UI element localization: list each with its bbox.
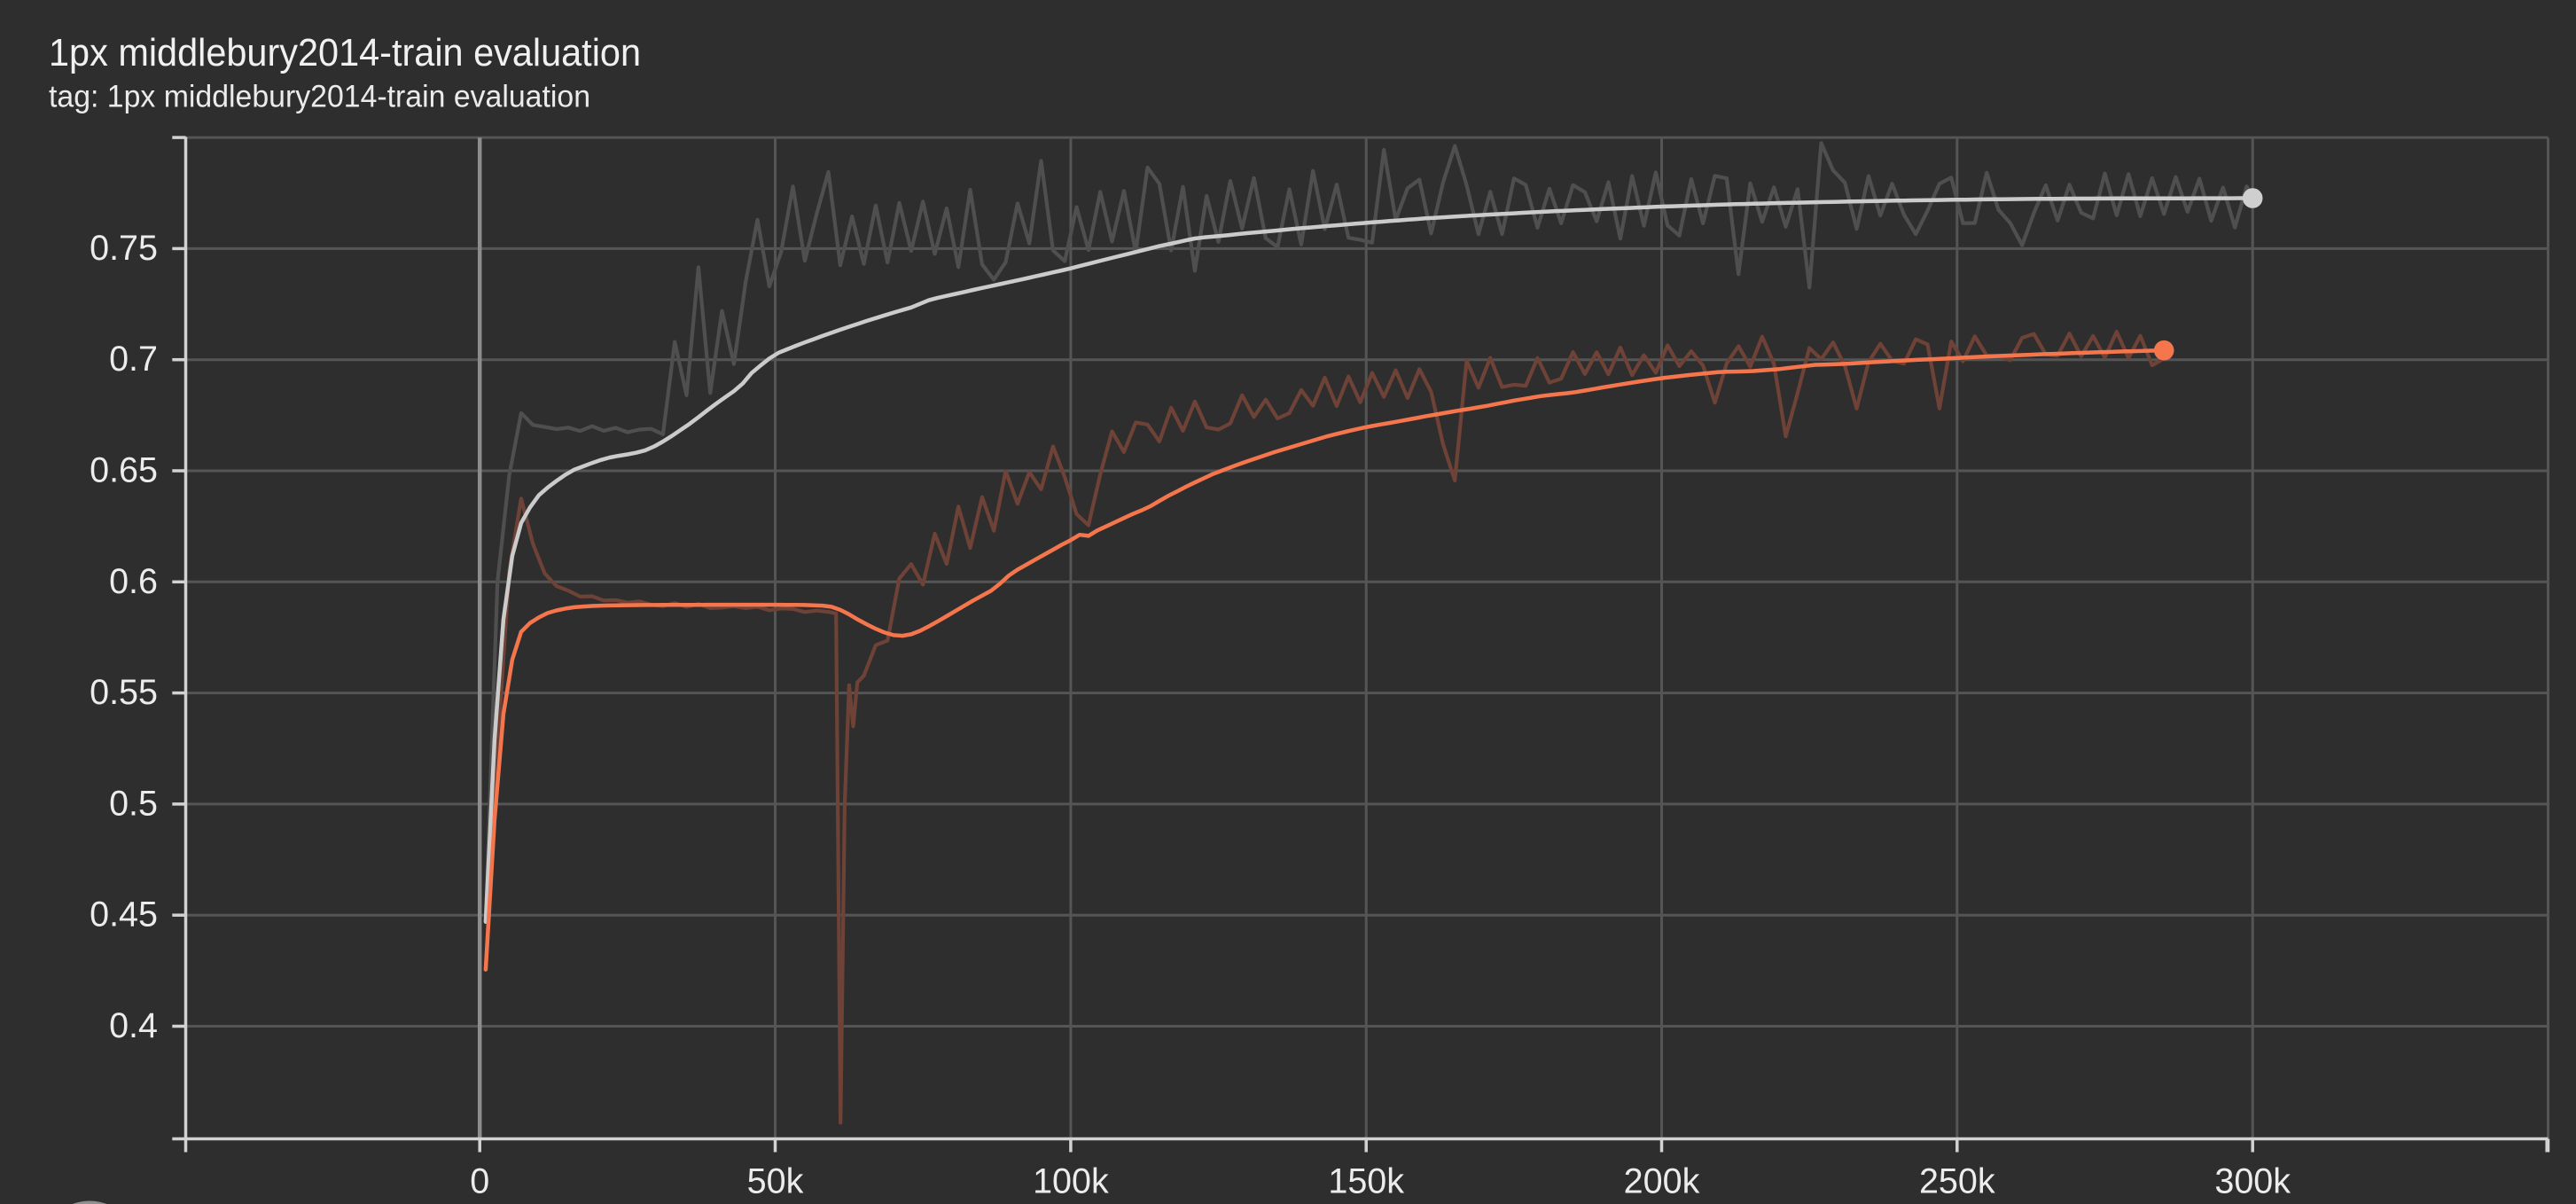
svg-text:300k: 300k — [2214, 1162, 2291, 1201]
svg-text:0.45: 0.45 — [90, 895, 158, 934]
svg-text:0.65: 0.65 — [90, 451, 158, 490]
svg-text:0.7: 0.7 — [109, 340, 158, 379]
svg-text:50k: 50k — [747, 1162, 804, 1201]
svg-text:0: 0 — [470, 1162, 489, 1201]
svg-text:250k: 250k — [1919, 1162, 1995, 1201]
svg-text:0.55: 0.55 — [90, 673, 158, 712]
svg-text:0.5: 0.5 — [109, 784, 158, 823]
svg-text:0.75: 0.75 — [90, 229, 158, 268]
svg-text:0.6: 0.6 — [109, 562, 158, 601]
svg-text:200k: 200k — [1624, 1162, 1700, 1201]
svg-text:tag: 1px middlebury2014-train: tag: 1px middlebury2014-train evaluation — [49, 79, 590, 114]
svg-text:150k: 150k — [1328, 1162, 1404, 1201]
svg-text:0.4: 0.4 — [109, 1006, 158, 1045]
svg-text:100k: 100k — [1033, 1162, 1109, 1201]
svg-text:1px middlebury2014-train evalu: 1px middlebury2014-train evaluation — [49, 32, 641, 74]
